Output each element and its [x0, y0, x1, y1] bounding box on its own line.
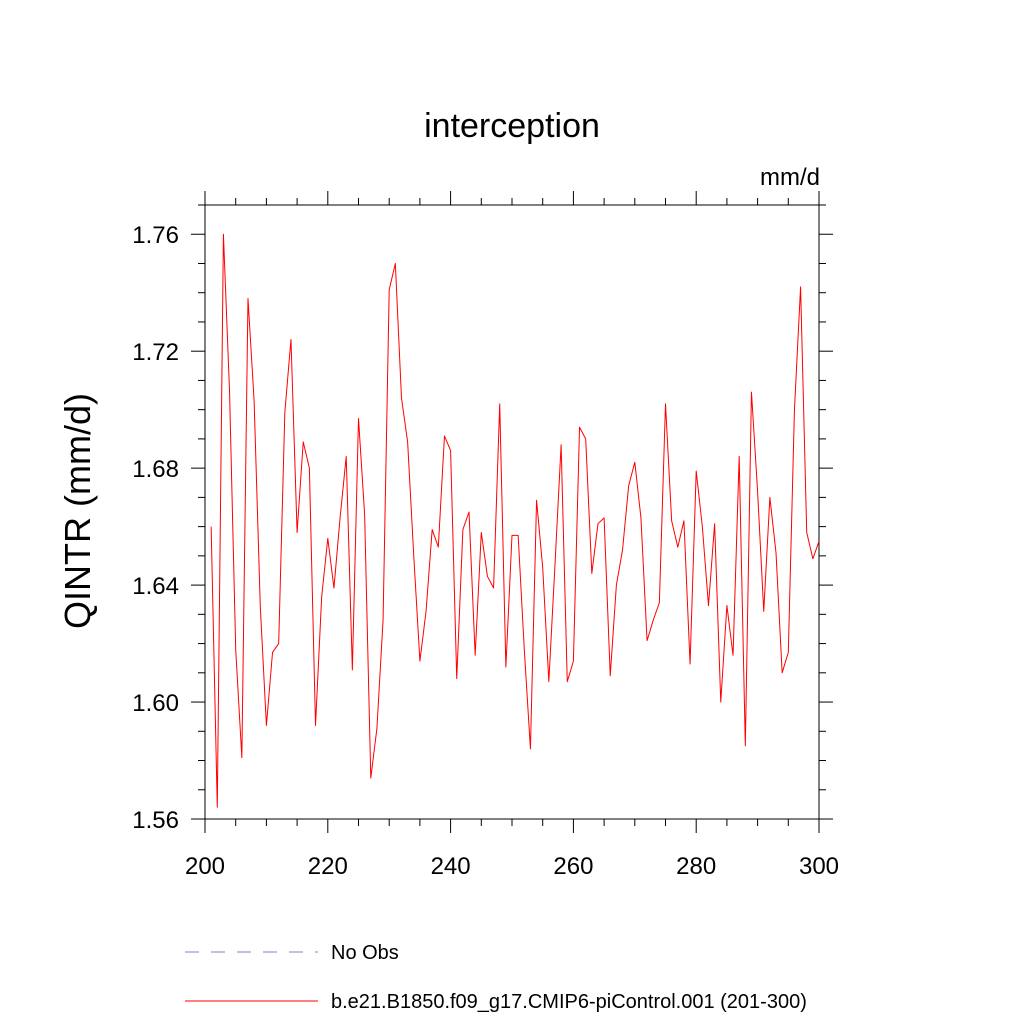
axis-tick-labels: 200 220 240 260 280 300 1.56 1.60 1.64 1.68 1.72 1.…: [132, 222, 839, 880]
x-tick-label: 300: [799, 853, 839, 880]
legend-label-control-run: b.e21.B1850.f09_g17.CMIP6-piControl.001 …: [331, 991, 807, 1013]
y-tick-label: 1.68: [132, 456, 179, 483]
y-tick-label: 1.76: [132, 222, 179, 249]
axis-ticks: [191, 191, 833, 833]
y-tick-label: 1.72: [132, 339, 179, 366]
x-tick-label: 280: [676, 853, 716, 880]
x-tick-label: 260: [553, 853, 593, 880]
series-layer: [210, 233, 820, 808]
y-tick-label: 1.64: [132, 573, 179, 600]
y-tick-label: 1.60: [132, 690, 179, 717]
plot-frame: [204, 204, 820, 820]
legend: No Obs b.e21.B1850.f09_g17.CMIP6-piContr…: [185, 942, 807, 1013]
x-tick-label: 220: [308, 853, 348, 880]
y-axis-label: QINTR (mm/d): [57, 393, 98, 629]
chart-title: interception: [424, 107, 600, 145]
legend-label-no-obs: No Obs: [331, 942, 399, 964]
x-tick-label: 200: [185, 853, 225, 880]
x-tick-label: 240: [431, 853, 471, 880]
units-label: mm/d: [760, 164, 820, 191]
y-tick-label: 1.56: [132, 807, 179, 834]
series-line: [210, 233, 820, 808]
